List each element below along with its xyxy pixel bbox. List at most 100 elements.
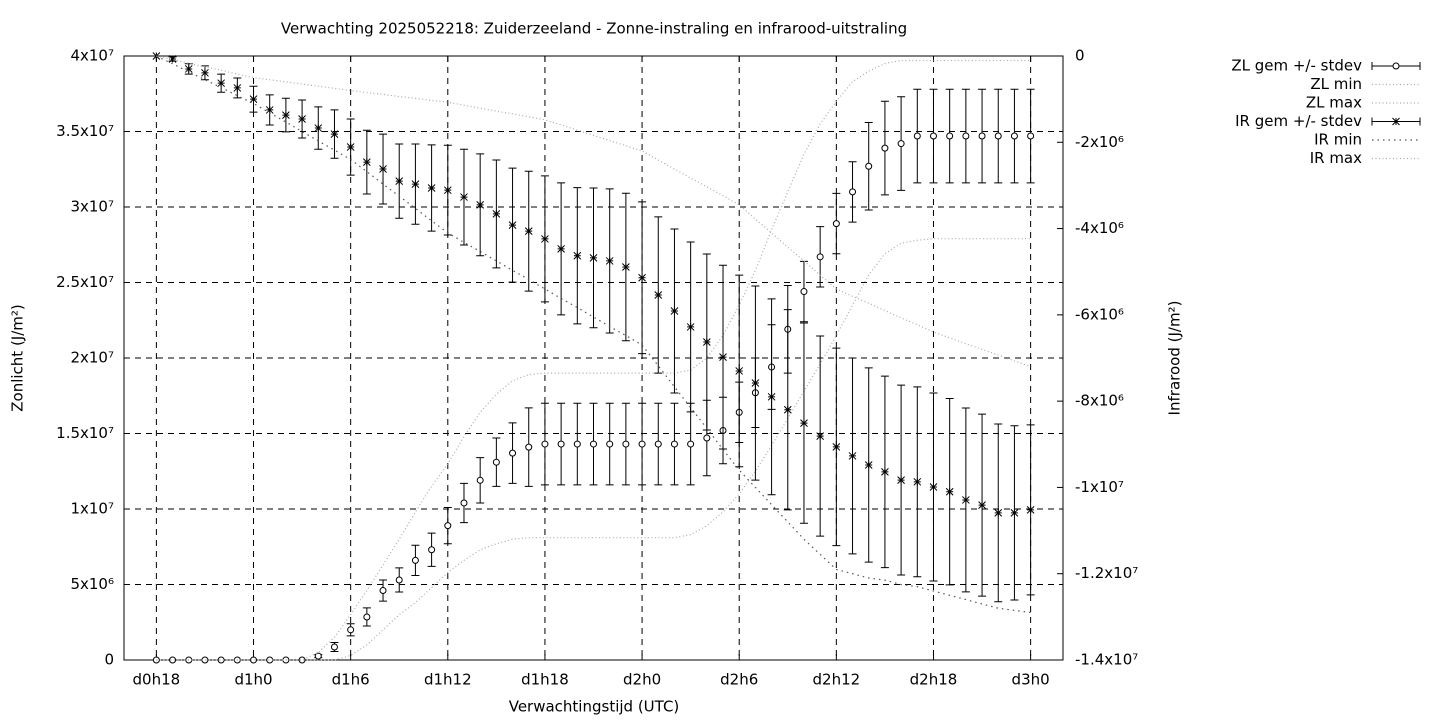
marker-star [783,405,792,414]
marker-star [654,291,663,299]
marker-circle [978,132,986,140]
plot-border [123,55,1064,661]
marker-circle [606,440,614,448]
marker-star [249,95,258,103]
marker-circle [573,440,581,448]
marker-star [686,323,695,331]
marker-star [864,461,873,469]
x-tick-label: d2h12 [813,671,861,689]
marker-star [379,165,387,173]
marker-star [233,84,242,92]
marker-star [735,367,744,375]
marker-star [670,307,679,315]
legend-label: IR gem +/- stdev [1235,112,1362,130]
marker-circle [703,434,711,442]
marker-circle [687,440,695,448]
marker-circle [266,656,274,664]
y2-tick-label: -2x10⁶ [1075,133,1124,151]
marker-star [524,227,533,236]
legend-label: IR max [1310,149,1362,167]
marker-star [265,106,274,114]
marker-circle [913,132,921,140]
y2-tick-label: -1x10⁷ [1075,478,1124,496]
range-line [156,55,1031,614]
x-tick-label: d2h18 [910,671,958,689]
marker-star [557,244,565,253]
marker-star [719,353,727,361]
y-tick-label: 0 [104,651,114,669]
marker-circle [330,643,338,651]
marker-circle [444,522,452,530]
marker-circle [557,440,565,448]
marker-star [184,65,193,73]
marker-star [152,52,161,60]
marker-circle [590,440,597,448]
marker-star [881,468,889,476]
range-line [156,59,1031,661]
legend-label: ZL gem +/- stdev [1231,57,1362,75]
marker-star [913,477,922,486]
marker-circle [217,656,225,664]
marker-star [411,180,420,188]
marker-star [282,111,290,119]
chart-title: Verwachting 2025052218: Zuiderzeeland - … [281,20,907,38]
y2-axis-label: Infrarood (J/m²) [1166,301,1184,416]
marker-star [460,193,468,201]
marker-star [978,501,986,509]
marker-circle [654,440,662,448]
marker-star [427,184,436,192]
marker-star [622,263,630,271]
marker-circle [638,440,646,448]
marker-circle [897,140,905,148]
marker-star [767,392,776,401]
marker-circle [525,443,533,451]
legend-label: ZL min [1310,75,1362,93]
y2-tick-label: 0 [1075,47,1085,65]
y-tick-label: 1.5x10⁷ [56,424,114,442]
y-tick-label: 1x10⁷ [70,500,114,518]
marker-star [848,452,857,460]
marker-star [1010,509,1019,517]
marker-star [508,221,517,229]
marker-star [929,483,938,491]
legend-label: ZL max [1306,94,1362,112]
marker-star [638,273,646,282]
marker-star [1026,506,1035,514]
marker-circle [881,144,889,152]
y-tick-label: 3x10⁷ [70,198,114,216]
marker-star [201,68,209,77]
x-tick-label: d3h0 [1012,671,1050,689]
y-tick-label: 4x10⁷ [70,47,114,65]
marker-star [816,432,825,440]
marker-circle [946,132,954,140]
marker-circle [1010,132,1018,140]
x-axis-label: Verwachtingstijd (UTC) [509,698,680,716]
y2-tick-label: -6x10⁶ [1075,305,1124,323]
y2-tick-label: -4x10⁶ [1075,219,1124,237]
marker-circle [250,656,258,664]
marker-circle [460,499,468,507]
y2-tick-label: -1.2x10⁷ [1075,564,1138,582]
marker-circle [411,556,419,564]
marker-star [897,476,905,484]
marker-circle [1027,132,1035,140]
marker-star [492,210,501,218]
x-tick-label: d1h0 [234,671,272,689]
marker-star [573,251,582,260]
y-tick-label: 2x10⁷ [70,349,114,367]
marker-circle [670,440,678,448]
legend-label: IR min [1314,131,1362,149]
y-axis-label: Zonlicht (J/m²) [9,304,27,412]
marker-star [362,158,371,166]
range-line [156,55,1031,368]
marker-star [541,235,549,243]
marker-circle [169,656,177,664]
marker-circle [929,132,937,140]
marker-circle [800,288,808,296]
x-tick-label: d1h12 [424,671,472,689]
marker-star [395,177,404,185]
marker-circle [314,652,322,660]
marker-circle [865,162,873,170]
marker-star [476,200,485,209]
